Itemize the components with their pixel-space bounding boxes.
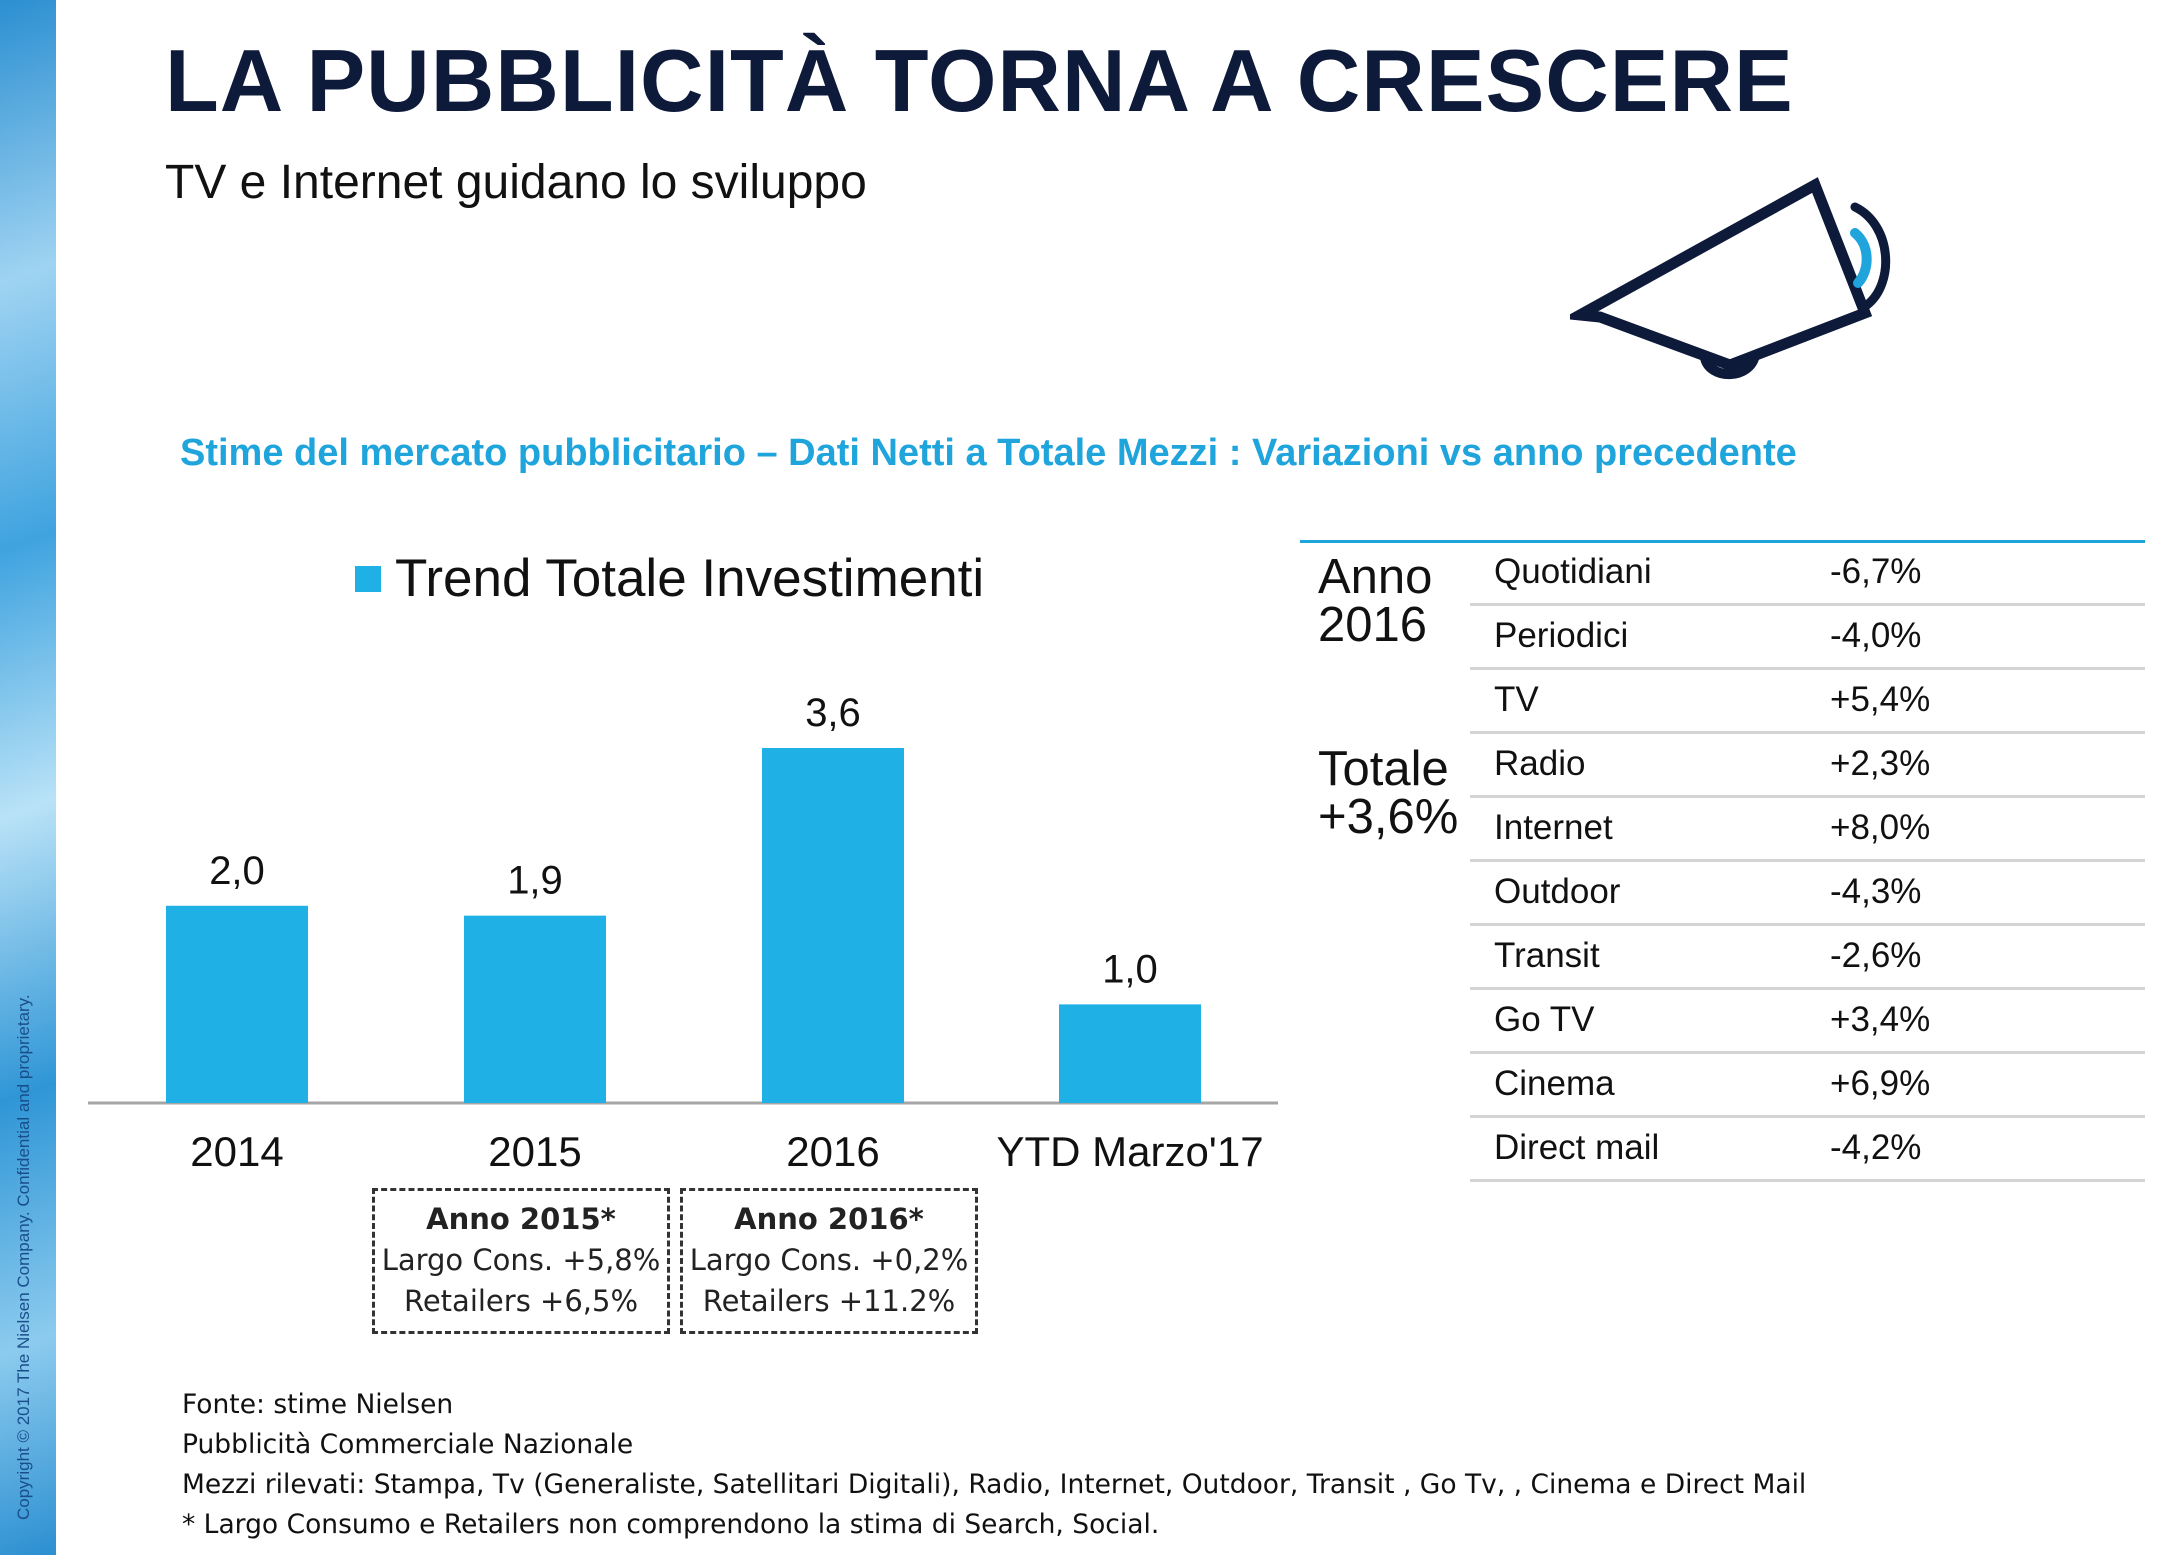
category-label: 2016 bbox=[786, 1128, 879, 1175]
medium-change: -6,7% bbox=[1830, 552, 1922, 591]
data-label: 1,0 bbox=[1102, 947, 1158, 991]
left-decorative-band bbox=[0, 0, 56, 1555]
medium-name: Quotidiani bbox=[1494, 552, 1652, 591]
total-label-line1: Totale bbox=[1318, 742, 1449, 796]
year-label: Anno 2016 bbox=[1318, 550, 1433, 652]
bar bbox=[464, 915, 606, 1103]
table-row: TV +5,4% bbox=[1470, 670, 2145, 734]
note-line: Largo Cons. +0,2% bbox=[689, 1243, 969, 1277]
footer-line: * Largo Consumo e Retailers non comprend… bbox=[182, 1509, 1160, 1540]
category-label: 2014 bbox=[190, 1128, 283, 1175]
year-label-line1: Anno bbox=[1318, 550, 1433, 604]
table-row: Transit -2,6% bbox=[1470, 926, 2145, 990]
medium-name: Outdoor bbox=[1494, 872, 1621, 911]
note-title: Anno 2016* bbox=[734, 1202, 924, 1236]
year-label-line2: 2016 bbox=[1318, 598, 1428, 652]
data-label: 2,0 bbox=[209, 849, 265, 893]
medium-name: Transit bbox=[1494, 936, 1600, 975]
medium-name: Periodici bbox=[1494, 616, 1629, 655]
footer-notes: Fonte: stime Nielsen Pubblicità Commerci… bbox=[182, 1385, 1806, 1545]
category-label: YTD Marzo'17 bbox=[996, 1128, 1263, 1175]
note-box-2016: Anno 2016* Largo Cons. +0,2% Retailers +… bbox=[680, 1188, 978, 1334]
bar bbox=[166, 905, 308, 1103]
total-label: Totale +3,6% bbox=[1318, 742, 1459, 844]
footer-line: Pubblicità Commerciale Nazionale bbox=[182, 1429, 634, 1460]
medium-change: +5,4% bbox=[1830, 680, 1931, 719]
medium-change: -4,2% bbox=[1830, 1128, 1922, 1167]
table-row: Periodici -4,0% bbox=[1470, 606, 2145, 670]
medium-change: +2,3% bbox=[1830, 744, 1931, 783]
page-title: LA PUBBLICITÀ TORNA A CRESCERE bbox=[165, 31, 1794, 130]
table-row: Internet +8,0% bbox=[1470, 798, 2145, 862]
table-row: Direct mail -4,2% bbox=[1470, 1118, 2145, 1182]
medium-name: Direct mail bbox=[1494, 1128, 1660, 1167]
bar-chart: 2,0 2014 1,9 2015 3,6 2016 1,0 YTD Marzo'17 bbox=[88, 691, 1278, 1175]
table-row: Go TV +3,4% bbox=[1470, 990, 2145, 1054]
table-row: Quotidiani -6,7% bbox=[1470, 542, 2145, 606]
medium-change: -4,3% bbox=[1830, 872, 1922, 911]
medium-change: +6,9% bbox=[1830, 1064, 1931, 1103]
data-label: 1,9 bbox=[507, 859, 563, 903]
medium-change: +3,4% bbox=[1830, 1000, 1931, 1039]
megaphone-icon bbox=[1570, 177, 1891, 380]
table-top-rule bbox=[1300, 540, 2145, 543]
bar bbox=[762, 748, 904, 1103]
note-title: Anno 2015* bbox=[426, 1202, 616, 1236]
data-label: 3,6 bbox=[805, 691, 861, 735]
legend-label: Trend Totale Investimenti bbox=[395, 549, 985, 608]
note-line: Retailers +11.2% bbox=[702, 1284, 956, 1318]
category-label: 2015 bbox=[488, 1128, 581, 1175]
medium-name: TV bbox=[1494, 680, 1539, 719]
page-subtitle: TV e Internet guidano lo sviluppo bbox=[165, 156, 867, 209]
medium-name: Go TV bbox=[1494, 1000, 1595, 1039]
note-box-2015: Anno 2015* Largo Cons. +5,8% Retailers +… bbox=[372, 1188, 670, 1334]
table-row: Radio +2,3% bbox=[1470, 734, 2145, 798]
medium-change: -2,6% bbox=[1830, 936, 1922, 975]
footer-line: Fonte: stime Nielsen bbox=[182, 1389, 454, 1420]
medium-change: -4,0% bbox=[1830, 616, 1922, 655]
total-label-line2: +3,6% bbox=[1318, 790, 1459, 844]
footer-line: Mezzi rilevati: Stampa, Tv (Generaliste,… bbox=[182, 1469, 1807, 1500]
note-line: Retailers +6,5% bbox=[403, 1284, 638, 1318]
chart-legend: Trend Totale Investimenti bbox=[355, 548, 984, 609]
medium-name: Internet bbox=[1494, 808, 1613, 847]
medium-change: +8,0% bbox=[1830, 808, 1931, 847]
chart-heading: Stime del mercato pubblicitario – Dati N… bbox=[180, 432, 1797, 474]
legend-swatch bbox=[355, 565, 381, 592]
bar bbox=[1059, 1004, 1201, 1103]
table-row: Cinema +6,9% bbox=[1470, 1054, 2145, 1118]
table-row: Outdoor -4,3% bbox=[1470, 862, 2145, 926]
medium-name: Cinema bbox=[1494, 1064, 1615, 1103]
medium-name: Radio bbox=[1494, 744, 1586, 783]
note-line: Largo Cons. +5,8% bbox=[381, 1243, 661, 1277]
